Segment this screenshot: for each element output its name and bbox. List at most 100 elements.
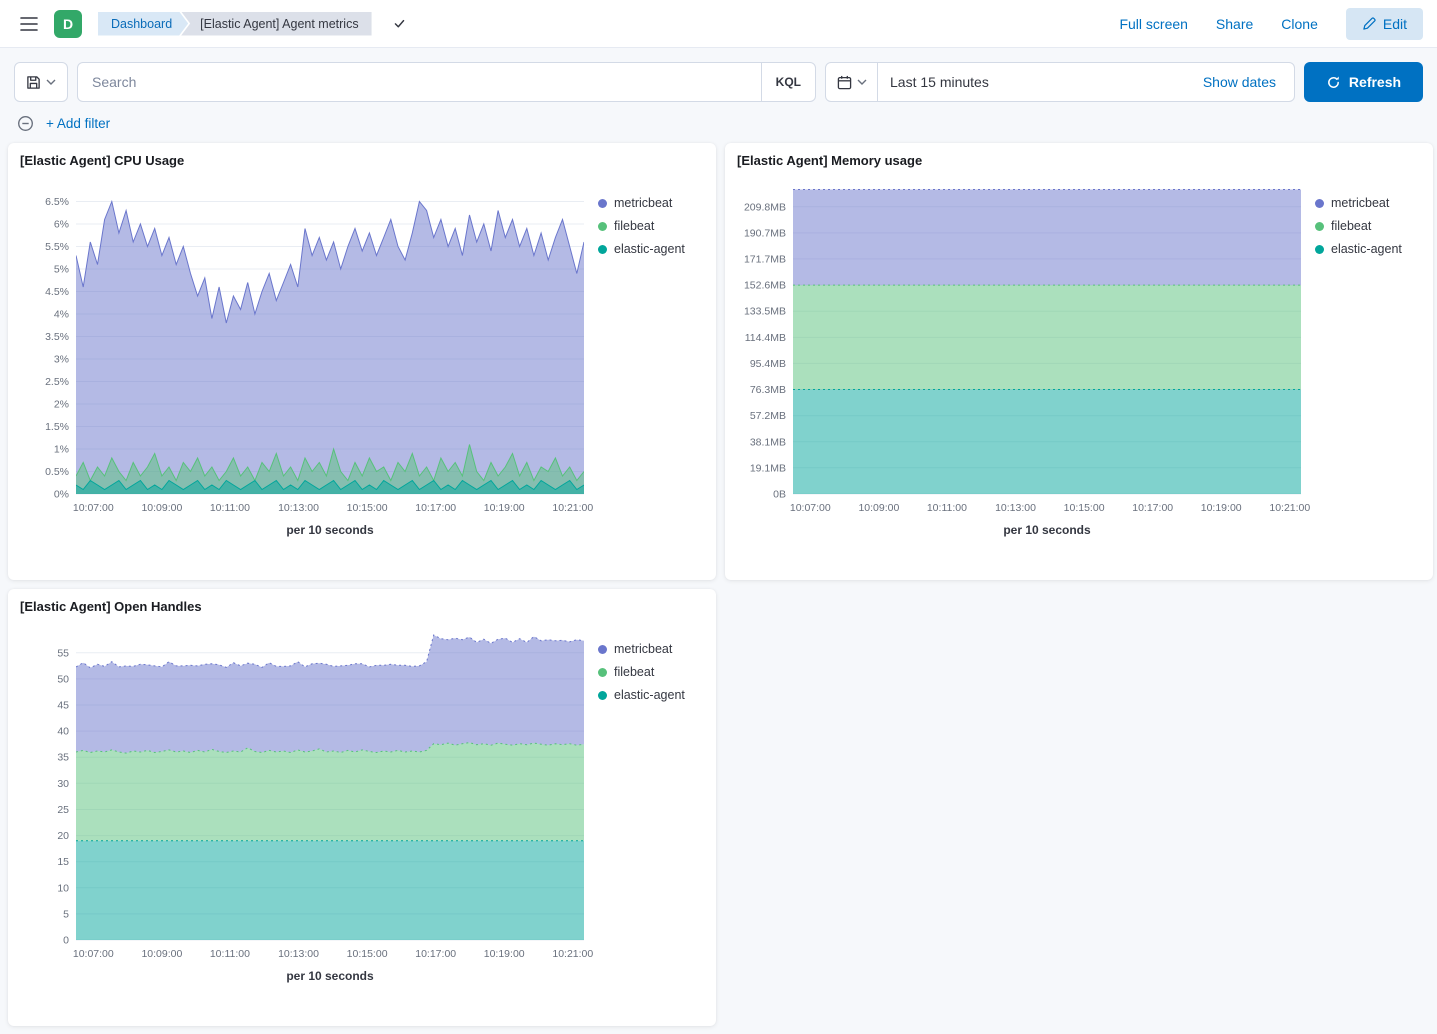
svg-text:152.6MB: 152.6MB: [744, 280, 786, 292]
svg-text:40: 40: [57, 726, 69, 738]
svg-text:171.7MB: 171.7MB: [744, 253, 786, 265]
full-screen-button[interactable]: Full screen: [1119, 15, 1188, 32]
edit-button-label: Edit: [1382, 15, 1407, 32]
panel-open-handles: [Elastic Agent] Open Handles 0 5 10 15 20 25 3…: [8, 589, 716, 1026]
chart-svg: 0 5 10 15 20 25 30 35 40 45 50 55 10:07:00 10:09:00 10…: [57, 634, 593, 983]
svg-text:10:13:00: 10:13:00: [995, 502, 1036, 514]
svg-text:209.8MB: 209.8MB: [744, 201, 786, 213]
breadcrumb-current-page: [Elastic Agent] Agent metrics: [181, 11, 372, 36]
svg-text:10:09:00: 10:09:00: [858, 502, 899, 514]
legend-label: metricbeat: [1331, 196, 1390, 210]
svg-text:10:17:00: 10:17:00: [1132, 502, 1173, 514]
saved-query-button[interactable]: [14, 62, 68, 102]
svg-text:10:11:00: 10:11:00: [210, 948, 250, 960]
panel-cpu-usage: [Elastic Agent] CPU Usage 0% 0.5% 1% 1.5% 2%…: [8, 143, 716, 580]
calendar-icon: [837, 75, 851, 89]
time-range-display[interactable]: Last 15 minutes Show dates: [878, 73, 1294, 91]
save-icon: [27, 75, 40, 89]
svg-text:20: 20: [57, 830, 69, 842]
svg-text:10:09:00: 10:09:00: [141, 948, 182, 960]
date-picker: Last 15 minutes Show dates: [825, 62, 1295, 102]
svg-text:10:15:00: 10:15:00: [1064, 502, 1105, 514]
legend-label: elastic-agent: [614, 242, 685, 256]
svg-text:190.7MB: 190.7MB: [744, 227, 786, 239]
legend-item-filebeat[interactable]: filebeat: [598, 665, 708, 679]
svg-text:10:09:00: 10:09:00: [141, 502, 182, 514]
svg-text:10:13:00: 10:13:00: [278, 502, 319, 514]
svg-text:38.1MB: 38.1MB: [750, 436, 786, 448]
legend-dot-icon: [598, 667, 607, 677]
refresh-button[interactable]: Refresh: [1304, 62, 1423, 102]
svg-text:per 10 seconds: per 10 seconds: [1003, 523, 1091, 537]
svg-text:10:07:00: 10:07:00: [73, 502, 114, 514]
svg-text:10:21:00: 10:21:00: [552, 948, 593, 960]
legend-item-metricbeat[interactable]: metricbeat: [598, 196, 708, 210]
menu-button[interactable]: [14, 11, 44, 37]
legend-item-filebeat[interactable]: filebeat: [1315, 219, 1425, 233]
show-dates-link[interactable]: Show dates: [1197, 73, 1282, 91]
refresh-button-label: Refresh: [1348, 74, 1402, 90]
svg-text:10:07:00: 10:07:00: [790, 502, 831, 514]
chevron-down-icon: [857, 79, 866, 85]
legend-dot-icon: [598, 644, 607, 654]
legend-item-metricbeat[interactable]: metricbeat: [1315, 196, 1425, 210]
query-bar: KQL Last 15 minutes Show dates Refresh: [0, 48, 1437, 102]
clone-button[interactable]: Clone: [1281, 15, 1318, 32]
time-range-value: Last 15 minutes: [890, 74, 989, 90]
breadcrumb: Dashboard [Elastic Agent] Agent metrics: [98, 11, 372, 36]
svg-text:10:19:00: 10:19:00: [1201, 502, 1242, 514]
legend-item-filebeat[interactable]: filebeat: [598, 219, 708, 233]
add-filter-link[interactable]: + Add filter: [46, 116, 111, 131]
pencil-icon: [1363, 16, 1376, 30]
svg-text:6.5%: 6.5%: [45, 196, 69, 208]
legend-item-elastic-agent[interactable]: elastic-agent: [1315, 242, 1425, 256]
svg-text:50: 50: [57, 673, 69, 685]
date-quick-select-button[interactable]: [826, 63, 878, 101]
svg-text:10:19:00: 10:19:00: [484, 948, 525, 960]
legend-item-metricbeat[interactable]: metricbeat: [598, 642, 708, 656]
refresh-icon: [1328, 76, 1339, 88]
memory-usage-chart: 0B 19.1MB 38.1MB 57.2MB 76.3MB 95.4MB 114.4MB 1…: [735, 172, 1315, 561]
filter-options-icon[interactable]: [17, 115, 34, 132]
svg-text:3%: 3%: [54, 354, 69, 366]
svg-text:4.5%: 4.5%: [45, 286, 69, 298]
panel-title: [Elastic Agent] CPU Usage: [20, 153, 185, 168]
check-icon[interactable]: [392, 17, 407, 30]
chart-legend: metricbeat filebeat elastic-agent: [1315, 172, 1425, 561]
legend-label: filebeat: [1331, 219, 1372, 233]
legend-item-elastic-agent[interactable]: elastic-agent: [598, 242, 708, 256]
svg-text:10:17:00: 10:17:00: [415, 948, 456, 960]
legend-dot-icon: [598, 198, 607, 208]
svg-text:per 10 seconds: per 10 seconds: [286, 969, 374, 983]
svg-text:10:21:00: 10:21:00: [552, 502, 593, 514]
svg-text:3.5%: 3.5%: [45, 331, 69, 343]
hamburger-icon: [20, 16, 38, 31]
breadcrumb-dashboard[interactable]: Dashboard: [98, 12, 188, 36]
svg-text:0%: 0%: [54, 489, 69, 501]
topbar-actions: Full screen Share Clone Edit: [1119, 7, 1423, 40]
svg-text:5.5%: 5.5%: [45, 241, 69, 253]
svg-text:57.2MB: 57.2MB: [750, 410, 786, 422]
legend-item-elastic-agent[interactable]: elastic-agent: [598, 688, 708, 702]
share-button[interactable]: Share: [1215, 15, 1254, 32]
svg-text:per 10 seconds: per 10 seconds: [286, 523, 374, 537]
space-avatar[interactable]: D: [54, 9, 82, 38]
svg-text:10:15:00: 10:15:00: [347, 502, 388, 514]
svg-text:114.4MB: 114.4MB: [745, 332, 786, 344]
svg-text:10:11:00: 10:11:00: [210, 502, 250, 514]
panel-title: [Elastic Agent] Memory usage: [737, 153, 923, 168]
cpu-usage-chart: 0% 0.5% 1% 1.5% 2% 2.5% 3% 3.5% 4% 4.5% 5% 5.5% 6% 6.…: [18, 172, 598, 561]
legend-dot-icon: [1315, 221, 1324, 231]
search-input[interactable]: [90, 63, 761, 101]
search-box: KQL: [77, 62, 816, 102]
legend-label: elastic-agent: [614, 688, 685, 702]
edit-button[interactable]: Edit: [1345, 7, 1423, 40]
kql-toggle[interactable]: KQL: [760, 63, 815, 101]
svg-text:10:21:00: 10:21:00: [1269, 502, 1310, 514]
svg-text:0.5%: 0.5%: [45, 466, 69, 478]
panel-title: [Elastic Agent] Open Handles: [20, 599, 202, 614]
legend-dot-icon: [598, 690, 607, 700]
filter-bar: + Add filter: [0, 102, 1437, 135]
chart-legend: metricbeat filebeat elastic-agent: [598, 618, 708, 1007]
svg-text:10:11:00: 10:11:00: [927, 502, 967, 514]
